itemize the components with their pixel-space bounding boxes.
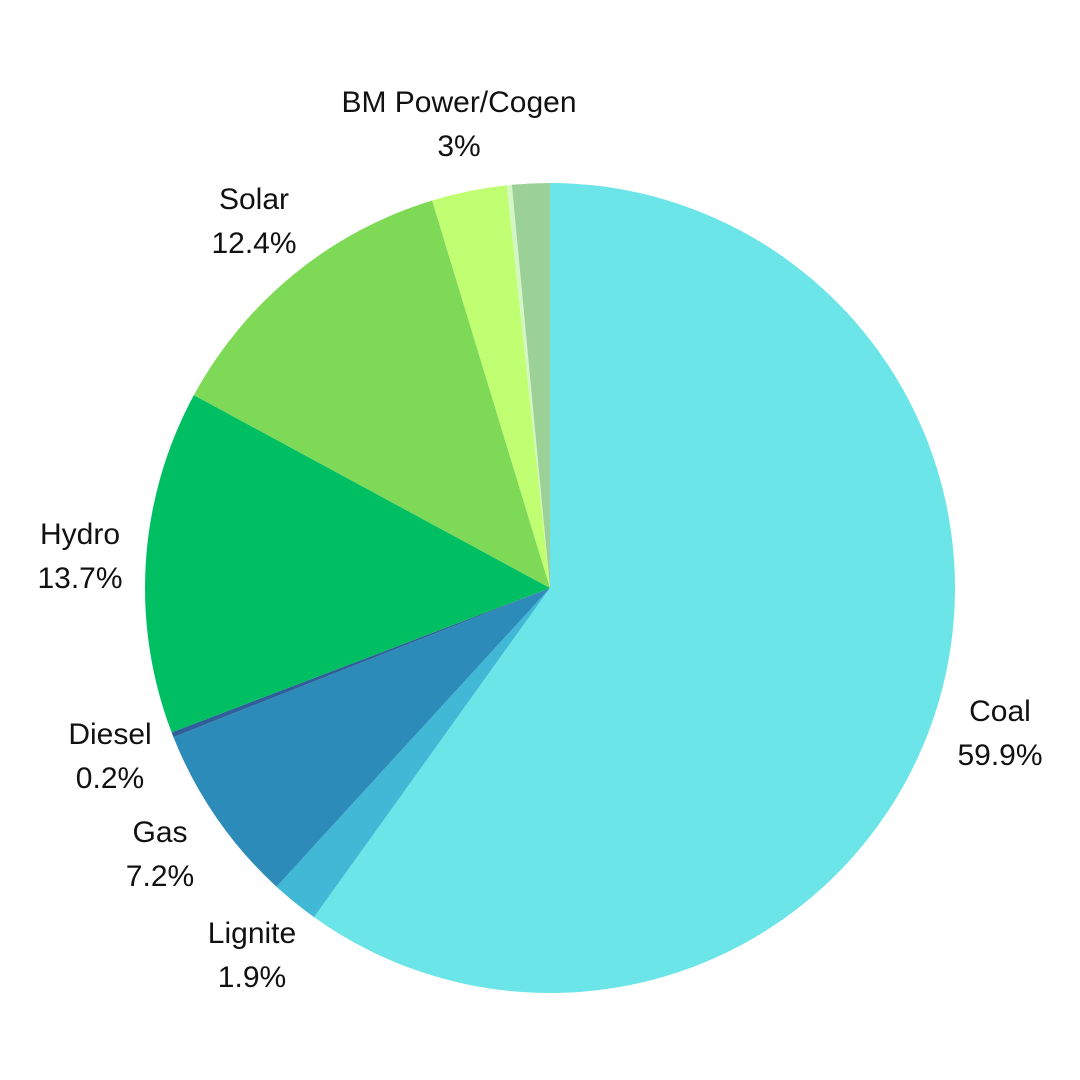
slice-unlabeled-8 — [511, 183, 550, 588]
label-lignite-name: Lignite — [207, 917, 297, 950]
label-bm-power-cogen-name: BM Power/Cogen — [341, 86, 577, 119]
label-bm-power-cogen-value: 3% — [437, 130, 481, 163]
label-gas-value: 7.2% — [125, 860, 195, 893]
label-solar-name: Solar — [218, 183, 290, 216]
label-hydro-name: Hydro — [39, 518, 121, 551]
label-diesel-value: 0.2% — [75, 762, 145, 795]
label-coal-value: 59.9% — [957, 739, 1043, 772]
slice-gas — [173, 588, 550, 887]
slice-lignite — [276, 588, 550, 918]
slice-unlabeled-7 — [506, 184, 550, 589]
label-solar: Solar 12.4% — [194, 178, 314, 266]
slice-coal — [314, 183, 956, 993]
label-hydro-value: 13.7% — [37, 562, 123, 595]
label-hydro: Hydro 13.7% — [20, 513, 140, 601]
slice-diesel — [171, 588, 550, 738]
label-lignite-value: 1.9% — [217, 961, 287, 994]
slice-hydro — [145, 395, 550, 733]
label-gas: Gas 7.2% — [100, 811, 220, 899]
label-gas-name: Gas — [132, 816, 188, 849]
label-bm-power-cogen: BM Power/Cogen 3% — [309, 81, 609, 169]
label-coal: Coal 59.9% — [940, 690, 1060, 778]
label-diesel-name: Diesel — [68, 718, 152, 751]
slice-solar — [193, 200, 550, 588]
label-diesel: Diesel 0.2% — [50, 713, 170, 801]
label-solar-value: 12.4% — [211, 227, 297, 260]
label-coal-name: Coal — [969, 695, 1031, 728]
label-lignite: Lignite 1.9% — [192, 912, 312, 1000]
slice-bm-power-cogen — [432, 185, 550, 588]
